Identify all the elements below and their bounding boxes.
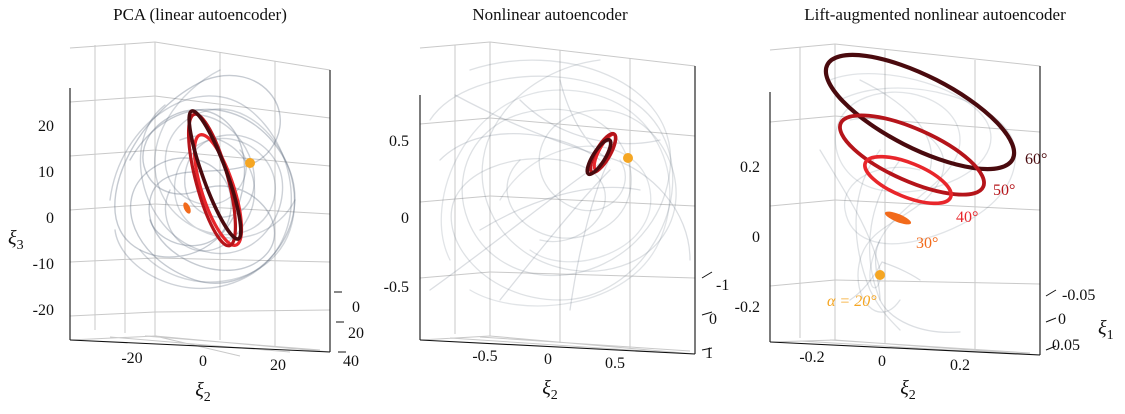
- x-tick-label: -20: [121, 350, 142, 367]
- y-tick-label: 20: [348, 325, 364, 342]
- orbit-curve: [823, 52, 1017, 172]
- y-tick-label: 40: [343, 353, 359, 370]
- fixed-point: [875, 270, 885, 280]
- x-tick-label: 0: [199, 353, 207, 370]
- axes: 0.2 0 -0.2 -0.2 0 0.2 -0.05 0 0.05 ξ2 ξ1: [735, 66, 1114, 403]
- x-axis-spine: [69, 339, 331, 353]
- panel-pca: PCA (linear autoencoder): [8, 5, 364, 405]
- orbit-label-60: 60°: [1025, 151, 1047, 168]
- y-axis-label: ξ1: [1098, 317, 1114, 343]
- x-axis-spine: [769, 341, 1041, 356]
- y-tick-label: 0: [352, 299, 360, 316]
- orbit-curve: [838, 113, 986, 197]
- x-tick-label: 0.5: [605, 355, 625, 372]
- x-axis-label: ξ2: [542, 377, 558, 403]
- x-tick-label: 0: [544, 351, 552, 368]
- orbit-point: [884, 211, 912, 225]
- z-tick-label: 10: [38, 164, 54, 181]
- z-tick-label: 0: [401, 210, 409, 227]
- z-tick-label: -10: [33, 256, 54, 273]
- trajectory: [819, 117, 945, 313]
- trajectory: [139, 104, 284, 255]
- trajectory: [439, 79, 661, 301]
- trajectory: [849, 239, 961, 334]
- z-tick-label: -0.2: [735, 299, 760, 316]
- fixed-point: [623, 153, 633, 163]
- trajectory: [481, 59, 677, 272]
- x-axis-label: ξ2: [195, 379, 211, 405]
- panel-title: Nonlinear autoencoder: [472, 5, 628, 24]
- orbits: [823, 52, 1017, 280]
- x-tick-label: -0.5: [472, 348, 497, 365]
- y-tick-label: 0: [1058, 311, 1066, 328]
- orbit-label-30: 30°: [916, 235, 938, 252]
- grid-line: [419, 335, 696, 355]
- y-tick-mark: [334, 291, 346, 353]
- orbit-label-50: 50°: [993, 182, 1015, 199]
- orbit-curve: [192, 133, 244, 247]
- trajectory: [129, 108, 296, 284]
- y-tick-label: -1: [716, 277, 729, 294]
- trajectories: [429, 59, 691, 311]
- trajectory: [429, 75, 674, 301]
- grid-line: [834, 43, 1041, 285]
- orbit-curve: [863, 154, 953, 206]
- x-tick-label: 20: [270, 357, 286, 374]
- x-tick-label: -0.2: [799, 349, 824, 366]
- z-tick-label: 0: [752, 229, 760, 246]
- grid-line: [799, 44, 1041, 355]
- y-tick-mark: [701, 271, 713, 351]
- x-tick-label: 0.2: [950, 357, 970, 374]
- grid-line: [454, 42, 696, 354]
- grid: [769, 43, 1041, 356]
- fixed-point: [245, 158, 255, 168]
- orbit-curve: [187, 109, 243, 241]
- z-tick-label: 0: [46, 210, 54, 227]
- trajectory: [461, 59, 672, 276]
- panel-title: Lift-augmented nonlinear autoencoder: [804, 5, 1066, 24]
- grid: [419, 41, 696, 355]
- orbit-curve: [585, 137, 613, 177]
- orbits: [183, 109, 255, 248]
- trajectory: [839, 87, 1016, 245]
- grid: [69, 41, 331, 357]
- panel-lift-augmented: Lift-augmented nonlinear autoencoder 60°…: [735, 5, 1114, 403]
- grid-line: [769, 43, 836, 287]
- z-tick-label: 0.2: [740, 159, 760, 176]
- grid-line: [69, 41, 156, 317]
- grid-line: [489, 41, 696, 279]
- axes: 0.5 0 -0.5 -0.5 0 0.5 -1 0 1 ξ2: [384, 66, 729, 403]
- z-tick-label: -0.5: [384, 279, 409, 296]
- y-tick-label: 0.05: [1052, 337, 1080, 354]
- trajectory: [154, 69, 296, 239]
- x-axis-spine: [419, 339, 696, 355]
- panel-nonlinear: Nonlinear autoencoder 0.5 0: [384, 5, 730, 403]
- trajectory: [440, 89, 671, 307]
- z-tick-label: 0.5: [389, 133, 409, 150]
- x-tick-label: 0: [878, 353, 886, 370]
- grid-line: [69, 335, 331, 357]
- x-axis-label: ξ2: [900, 377, 916, 403]
- orbit-label-20: α = 20°: [827, 293, 877, 310]
- axes: 20 10 0 -10 -20 -20 0 20 0 20 40 ξ2 ξ3: [8, 70, 364, 405]
- grid-line: [154, 41, 331, 313]
- z-axis-label: ξ3: [8, 227, 24, 253]
- z-tick-label: 20: [38, 118, 54, 135]
- y-tick-mark: [1045, 289, 1057, 351]
- y-tick-label: 1: [705, 345, 713, 362]
- y-tick-label: -0.05: [1062, 287, 1095, 304]
- orbit-point: [183, 202, 191, 214]
- z-tick-label: -20: [33, 302, 54, 319]
- panel-title: PCA (linear autoencoder): [113, 5, 287, 24]
- y-tick-label: 0: [709, 311, 717, 328]
- orbits: [585, 131, 633, 177]
- orbit-label-40: 40°: [956, 209, 978, 226]
- orbit-annotations: 60° 50° 40° 30° α = 20°: [827, 151, 1047, 310]
